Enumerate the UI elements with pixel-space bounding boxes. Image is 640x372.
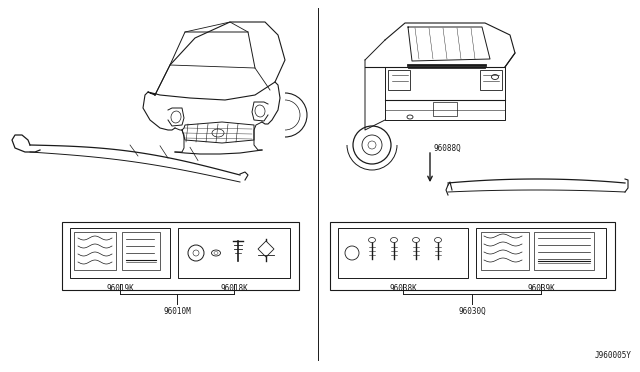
Text: 96019K: 96019K [106, 284, 134, 293]
Text: J960005Y: J960005Y [595, 351, 632, 360]
Bar [338, 228, 468, 278]
Bar [534, 232, 594, 270]
Bar [330, 222, 615, 290]
Ellipse shape [255, 105, 265, 117]
Ellipse shape [492, 74, 499, 80]
Circle shape [193, 250, 199, 256]
Bar [480, 70, 502, 90]
Bar [388, 70, 410, 90]
Text: 96018K: 96018K [220, 284, 248, 293]
Ellipse shape [214, 251, 218, 254]
Circle shape [345, 246, 359, 260]
Text: 96010M: 96010M [163, 307, 191, 316]
Ellipse shape [413, 237, 419, 243]
Ellipse shape [407, 115, 413, 119]
Text: 96038K: 96038K [389, 284, 417, 293]
Bar [178, 228, 290, 278]
Bar [70, 228, 170, 278]
Ellipse shape [390, 237, 397, 243]
Text: 96039K: 96039K [527, 284, 555, 293]
Bar [433, 102, 457, 116]
Ellipse shape [362, 135, 382, 155]
Ellipse shape [368, 141, 376, 149]
Ellipse shape [212, 129, 224, 137]
Bar [62, 222, 299, 290]
Ellipse shape [435, 237, 442, 243]
Text: 96088Q: 96088Q [434, 144, 461, 153]
Ellipse shape [211, 250, 221, 256]
Bar [476, 228, 606, 278]
Ellipse shape [353, 126, 391, 164]
Bar [74, 232, 116, 270]
Bar [481, 232, 529, 270]
Ellipse shape [369, 237, 376, 243]
Circle shape [188, 245, 204, 261]
Ellipse shape [171, 111, 181, 123]
Bar [122, 232, 160, 270]
Text: 96030Q: 96030Q [458, 307, 486, 316]
